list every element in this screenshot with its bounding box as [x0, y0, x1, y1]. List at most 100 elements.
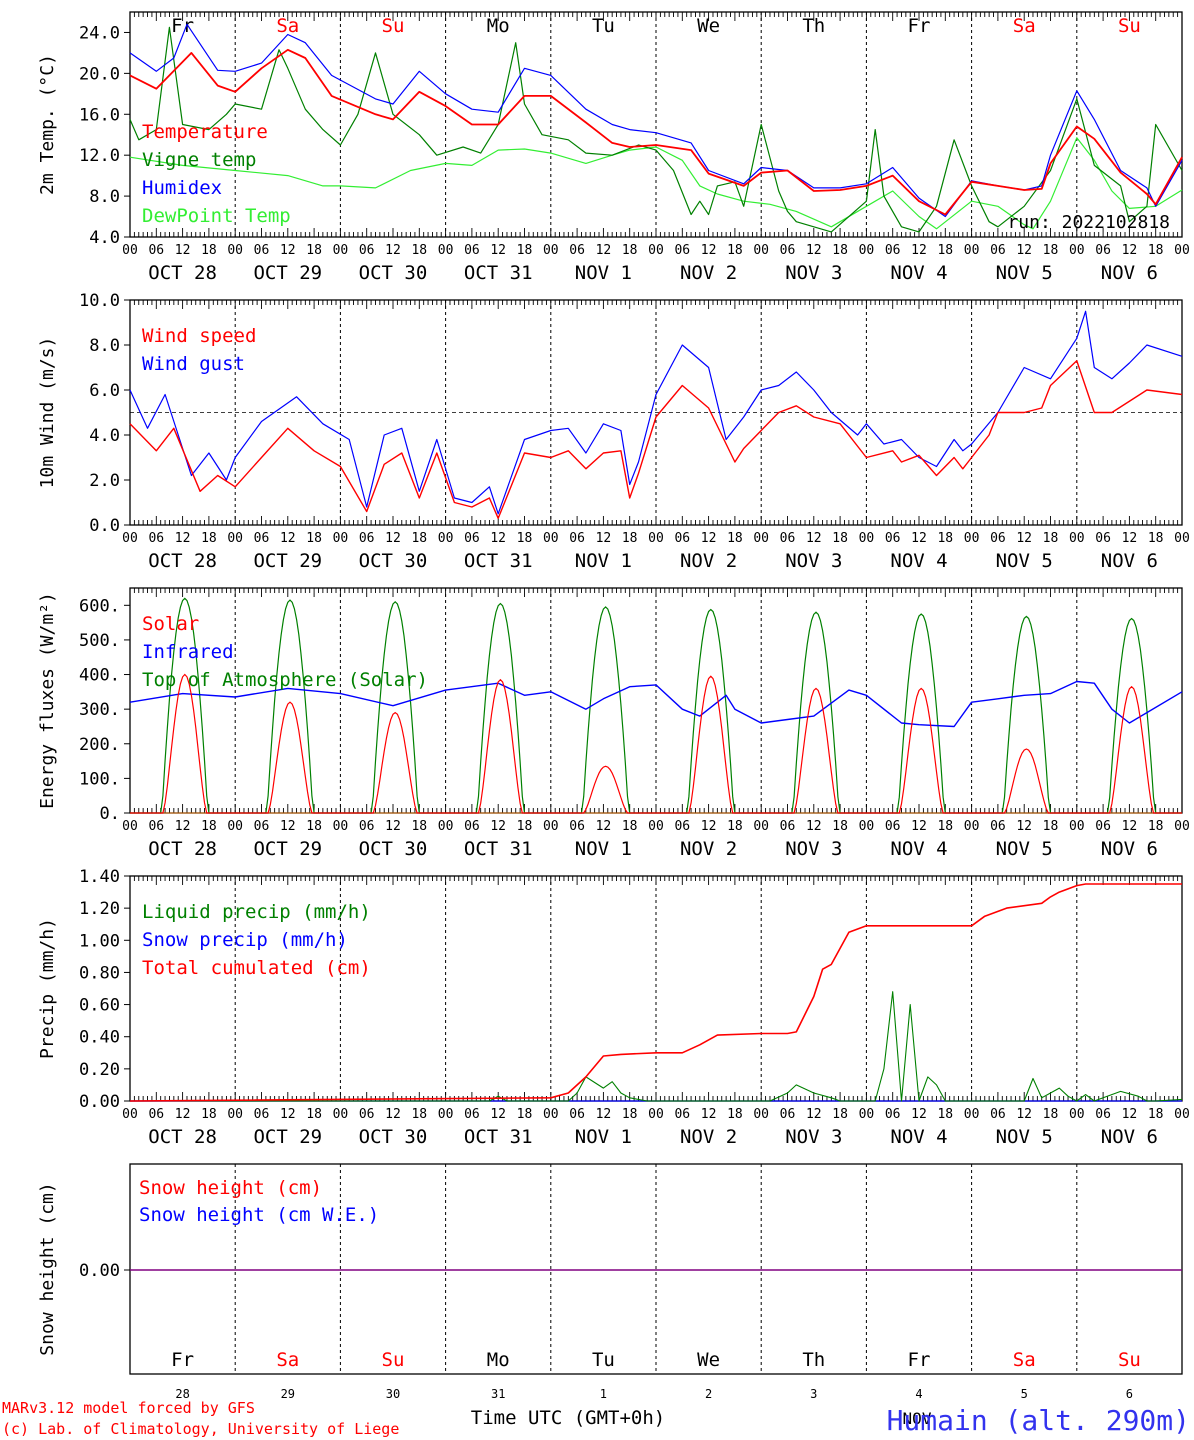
hour-tick-label: 12 — [911, 243, 927, 258]
hour-tick-label: 18 — [832, 1107, 848, 1122]
hour-tick-label: 00 — [438, 243, 454, 258]
hour-tick-label: 18 — [937, 243, 953, 258]
y-tick-label: 2.0 — [89, 471, 120, 491]
hour-tick-label: 18 — [1043, 531, 1059, 546]
hour-tick-label: 18 — [306, 531, 322, 546]
hour-tick-label: 12 — [280, 243, 296, 258]
hour-tick-label: 00 — [543, 531, 559, 546]
day-number-label: 6 — [1126, 1387, 1133, 1401]
weekday-label: Mo — [487, 15, 510, 37]
y-tick-label: 100. — [79, 769, 120, 789]
y-tick-label: 4.0 — [89, 426, 120, 446]
hour-tick-label: 18 — [306, 1107, 322, 1122]
date-label: NOV 5 — [996, 550, 1053, 572]
day-number-label: 31 — [491, 1387, 505, 1401]
series-line — [129, 883, 1182, 1102]
date-label: OCT 31 — [464, 262, 533, 284]
legend-entry: Liquid precip (mm/h) — [142, 901, 371, 923]
y-tick-label: 500. — [79, 631, 120, 651]
hour-tick-label: 06 — [885, 243, 901, 258]
hour-tick-label: 12 — [385, 819, 401, 834]
hour-tick-label: 06 — [780, 531, 796, 546]
date-label: NOV 4 — [890, 550, 947, 572]
legend-entry: Vigne temp — [142, 149, 256, 171]
hour-tick-label: 12 — [911, 819, 927, 834]
hour-tick-label: 00 — [333, 1107, 349, 1122]
hour-tick-label: 06 — [569, 243, 585, 258]
hour-tick-label: 12 — [1122, 819, 1138, 834]
hour-tick-label: 00 — [964, 531, 980, 546]
hour-tick-label: 06 — [464, 531, 480, 546]
hour-tick-label: 06 — [254, 819, 270, 834]
run-label: run: 2022102818 — [1007, 212, 1170, 233]
footer-credit-model: MARv3.12 model forced by GFS — [2, 1399, 255, 1417]
hour-tick-label: 12 — [490, 243, 506, 258]
legend-entry: Solar — [142, 613, 199, 635]
y-tick-label: 0.40 — [79, 1028, 120, 1048]
y-tick-label: 0.0 — [89, 516, 120, 536]
series-line — [129, 23, 1183, 218]
date-label: OCT 28 — [148, 838, 217, 860]
hour-tick-label: 00 — [648, 243, 664, 258]
hour-tick-label: 00 — [1174, 531, 1190, 546]
date-label: OCT 31 — [464, 550, 533, 572]
y-tick-label: 400. — [79, 666, 120, 686]
date-label: NOV 6 — [1101, 1126, 1158, 1148]
series-line — [129, 310, 1183, 515]
hour-tick-label: 18 — [411, 243, 427, 258]
footer-credit-lab: (c) Lab. of Climatology, University of L… — [2, 1420, 399, 1438]
hour-tick-label: 06 — [780, 243, 796, 258]
hour-tick-label: 00 — [1174, 243, 1190, 258]
hour-tick-label: 18 — [201, 531, 217, 546]
hour-tick-label: 12 — [596, 1107, 612, 1122]
hour-tick-label: 00 — [438, 1107, 454, 1122]
hour-tick-label: 00 — [753, 1107, 769, 1122]
date-label: NOV 6 — [1101, 262, 1158, 284]
hour-tick-label: 06 — [1095, 819, 1111, 834]
legend-entry: Snow height (cm) — [139, 1177, 322, 1199]
hour-tick-label: 00 — [1174, 1107, 1190, 1122]
date-label: OCT 30 — [359, 550, 428, 572]
date-label: NOV 3 — [785, 1126, 842, 1148]
date-label: NOV 1 — [575, 838, 632, 860]
weekday-label: Th — [802, 1349, 825, 1371]
y-axis-label: 2m Temp. (°C) — [37, 54, 58, 195]
date-label: NOV 6 — [1101, 838, 1158, 860]
date-label: NOV 1 — [575, 262, 632, 284]
weekday-label: Tu — [592, 1349, 615, 1371]
day-number-label: 3 — [810, 1387, 817, 1401]
date-label: NOV 5 — [996, 838, 1053, 860]
hour-tick-label: 12 — [911, 1107, 927, 1122]
hour-tick-label: 06 — [885, 1107, 901, 1122]
hour-tick-label: 00 — [859, 819, 875, 834]
hour-tick-label: 12 — [1016, 531, 1032, 546]
date-label: OCT 30 — [359, 1126, 428, 1148]
hour-tick-label: 18 — [622, 243, 638, 258]
y-tick-label: 1.40 — [79, 867, 120, 887]
hour-tick-label: 12 — [1122, 243, 1138, 258]
footer-station-label: Humain (alt. 290m) — [887, 1404, 1190, 1437]
hour-tick-label: 12 — [490, 819, 506, 834]
hour-tick-label: 06 — [464, 819, 480, 834]
legend-entry: Total cumulated (cm) — [142, 957, 371, 979]
legend-entry: Temperature — [142, 121, 268, 143]
weekday-label: Sa — [276, 15, 299, 37]
hour-tick-label: 12 — [596, 819, 612, 834]
hour-tick-label: 00 — [859, 531, 875, 546]
hour-tick-label: 12 — [596, 243, 612, 258]
hour-tick-label: 06 — [990, 1107, 1006, 1122]
date-label: NOV 5 — [996, 262, 1053, 284]
hour-tick-label: 06 — [885, 531, 901, 546]
hour-tick-label: 00 — [122, 243, 138, 258]
hour-tick-label: 18 — [727, 243, 743, 258]
hour-tick-label: 18 — [622, 1107, 638, 1122]
legend-entry: DewPoint Temp — [142, 205, 291, 227]
hour-tick-label: 00 — [1069, 819, 1085, 834]
hour-tick-label: 06 — [569, 1107, 585, 1122]
hour-tick-label: 00 — [333, 819, 349, 834]
date-label: NOV 3 — [785, 550, 842, 572]
legend-entry: Humidex — [142, 177, 222, 199]
weekday-label: Th — [802, 15, 825, 37]
y-tick-label: 0.00 — [79, 1092, 120, 1112]
hour-tick-label: 00 — [1174, 819, 1190, 834]
